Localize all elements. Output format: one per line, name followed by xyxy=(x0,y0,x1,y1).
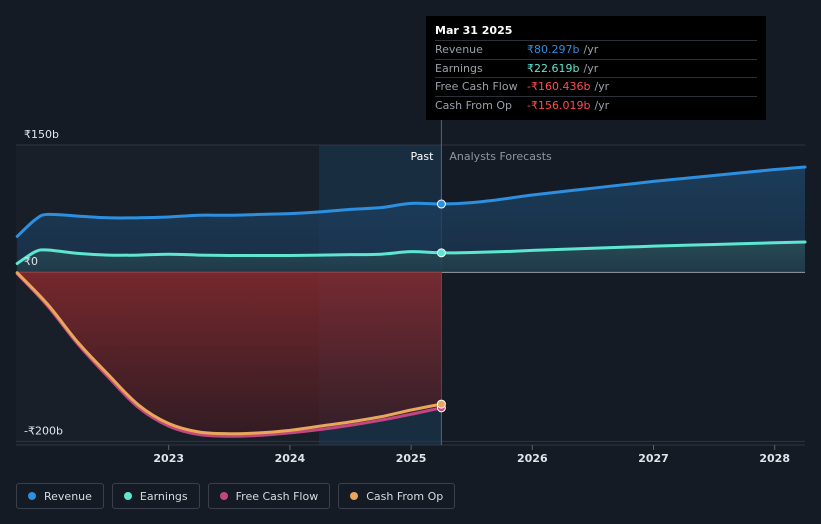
legend-label: Free Cash Flow xyxy=(235,489,319,503)
x-tick-label: 2024 xyxy=(275,452,306,465)
tooltip-row-label: Cash From Op xyxy=(435,98,513,112)
x-tick-label: 2026 xyxy=(517,452,548,465)
chart-plot: ₹150b ₹0 -₹200b 2023 2024 2025 2026 2027 2028 Pas… xyxy=(15,120,807,465)
tooltip-row-unit: /yr xyxy=(594,80,610,93)
tooltip-row-unit: /yr xyxy=(583,43,599,56)
y-tick-label: -₹200b xyxy=(24,424,63,437)
forecast-label: Analysts Forecasts xyxy=(449,150,552,163)
cash-from-op-area xyxy=(17,272,442,434)
legend-dot-icon xyxy=(28,492,36,500)
x-tick-label: 2027 xyxy=(638,452,669,465)
y-tick-label: ₹0 xyxy=(24,255,38,268)
tooltip-row: Revenue ₹80.297b/yr xyxy=(435,40,757,59)
tooltip-row-value: ₹80.297b xyxy=(527,43,580,56)
legend-label: Cash From Op xyxy=(366,489,444,503)
cash-from-op-line xyxy=(15,271,443,436)
tooltip-row: Free Cash Flow -₹160.436b/yr xyxy=(435,77,757,96)
past-label: Past xyxy=(410,150,434,163)
x-tick-label: 2025 xyxy=(396,452,427,465)
legend-item-revenue[interactable]: Revenue xyxy=(16,483,104,509)
tooltip-row-unit: /yr xyxy=(583,61,599,75)
tooltip-row-unit: /yr xyxy=(594,98,610,112)
tooltip-row-label: Earnings xyxy=(435,61,483,75)
legend-item-earnings[interactable]: Earnings xyxy=(111,483,200,509)
earnings-area xyxy=(17,241,805,272)
tooltip-row-value: -₹156.019b xyxy=(527,98,591,112)
revenue-marker xyxy=(436,199,446,209)
legend-item-free-cash-flow[interactable]: Free Cash Flow xyxy=(207,483,331,509)
legend-dot-icon xyxy=(123,492,132,500)
legend-label: Earnings xyxy=(139,489,188,503)
legend: Revenue Earnings Free Cash Flow Cash From O… xyxy=(16,483,456,511)
tooltip-date: Mar 31 2025 xyxy=(435,24,513,37)
x-tick-label: 2023 xyxy=(153,452,184,465)
legend-dot-icon xyxy=(219,492,228,500)
y-tick-label: ₹150b xyxy=(24,128,59,141)
tooltip-row-label: Revenue xyxy=(435,43,483,56)
x-tick-label: 2028 xyxy=(759,452,790,465)
revenue-line xyxy=(15,165,807,238)
tooltip-row-label: Free Cash Flow xyxy=(435,80,518,93)
legend-label: Revenue xyxy=(44,489,92,503)
tooltip-row: Earnings ₹22.619b/yr xyxy=(435,58,757,78)
legend-dot-icon xyxy=(350,492,359,500)
tooltip-row-value: -₹160.436b xyxy=(527,80,591,93)
tooltip: Mar 31 2025 Revenue ₹80.297b/yr Earnings ₹2… xyxy=(426,16,766,120)
tooltip-row: Cash From Op -₹156.019b/yr xyxy=(435,95,757,115)
tooltip-row-value: ₹22.619b xyxy=(527,61,580,75)
earnings-marker xyxy=(436,248,446,258)
legend-item-cash-from-op[interactable]: Cash From Op xyxy=(338,483,456,509)
earnings-line xyxy=(15,240,807,266)
revenue-area xyxy=(17,167,805,272)
cash-from-op-marker xyxy=(436,399,446,409)
